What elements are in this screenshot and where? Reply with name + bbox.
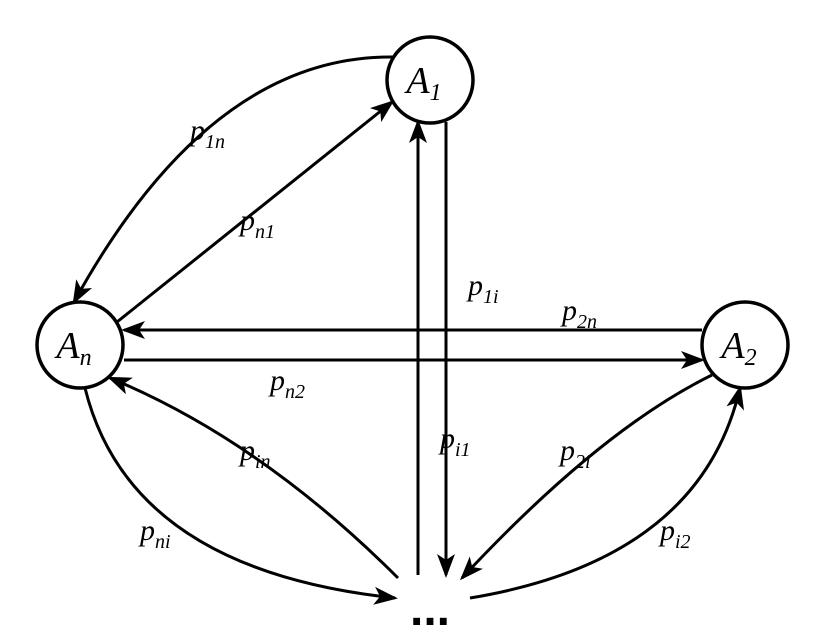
node-A2: A2: [702, 302, 788, 388]
node-Ai: ...: [410, 583, 450, 636]
edge-p1n: [74, 57, 393, 302]
edge-label-p2n: p2n: [560, 294, 597, 333]
edge-label-pni: pni: [138, 514, 171, 553]
edge-label-p2i: p2i: [558, 434, 591, 473]
ellipsis-label: ...: [410, 583, 450, 636]
edge-label-pn2: pn2: [268, 364, 305, 403]
edge-label-pi1: pi1: [438, 422, 471, 461]
node-An: An: [37, 302, 123, 388]
edge-label-p1i: p1i: [466, 269, 499, 308]
transition-graph: A1A2An... p1npn1p1ipi1p2npn2pinpnip2ipi2: [0, 0, 817, 642]
edge-label-pi2: pi2: [658, 514, 691, 553]
edge-pi2: [470, 388, 740, 598]
edge-label-pin: pin: [238, 434, 271, 473]
edges-layer: [74, 57, 740, 598]
edge-pni: [85, 388, 395, 598]
edge-labels-layer: p1npn1p1ipi1p2npn2pinpnip2ipi2: [138, 114, 691, 553]
edge-pin: [110, 378, 398, 578]
node-A1: A1: [387, 37, 473, 123]
